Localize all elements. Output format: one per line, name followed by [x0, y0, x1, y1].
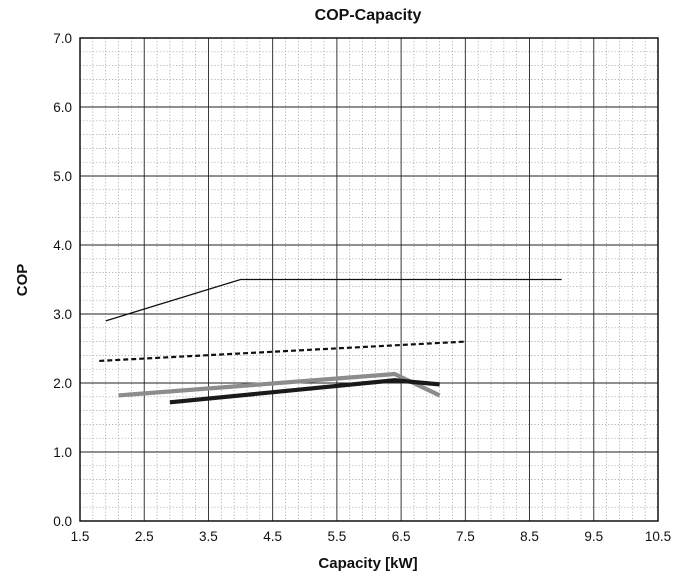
x-tick-label: 10.5: [645, 529, 671, 544]
y-tick-label: 2.0: [53, 376, 72, 391]
y-tick-label: 4.0: [53, 238, 72, 253]
y-tick-label: 0.0: [53, 514, 72, 529]
x-tick-label: 2.5: [135, 529, 154, 544]
series-line-4: [169, 378, 440, 405]
x-tick-label: 8.5: [520, 529, 539, 544]
y-tick-label: 6.0: [53, 100, 72, 115]
series-line-1: [105, 278, 562, 322]
chart-title: COP-Capacity: [315, 7, 422, 24]
x-axis-label: Capacity [kW]: [318, 555, 417, 572]
series-layer: [99, 278, 562, 405]
x-tick-label: 5.5: [327, 529, 346, 544]
x-tick-label: 3.5: [199, 529, 218, 544]
series-line-3: [118, 371, 441, 398]
x-tick-label: 9.5: [584, 529, 603, 544]
y-tick-label: 1.0: [53, 445, 72, 460]
series-line-2: [99, 340, 466, 363]
x-tick-labels: 1.5 2.5 3.5 4.5 5.5 6.5 7.5 8.5 9.5 10.5: [71, 529, 672, 544]
y-axis-label: COP: [14, 264, 31, 297]
y-tick-label: 5.0: [53, 169, 72, 184]
x-tick-label: 7.5: [456, 529, 475, 544]
x-tick-label: 6.5: [392, 529, 411, 544]
y-tick-label: 3.0: [53, 307, 72, 322]
x-tick-label: 4.5: [263, 529, 282, 544]
y-tick-label: 7.0: [53, 31, 72, 46]
plot-frame: [79, 37, 659, 522]
minor-grid: [80, 38, 658, 521]
y-tick-labels: 0.0 1.0 2.0 3.0 4.0 5.0 6.0 7.0: [53, 31, 72, 529]
x-tick-label: 1.5: [71, 529, 90, 544]
